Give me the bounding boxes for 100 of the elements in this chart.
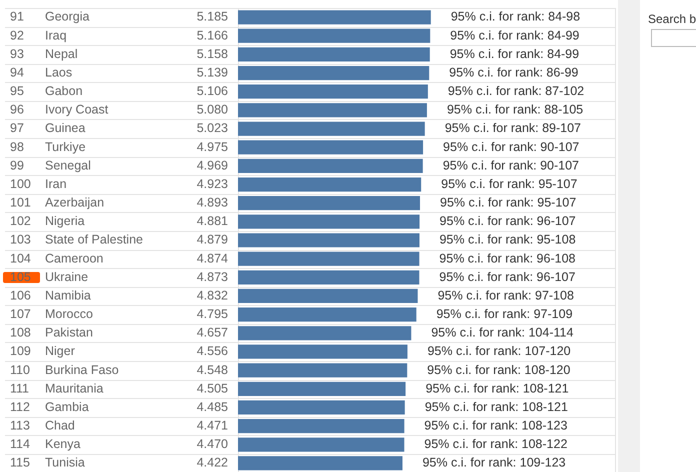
bar [238, 28, 430, 43]
data-label: 4.879 [196, 232, 228, 247]
y-tick-label: Georgia [45, 10, 90, 24]
y-tick-label: Guinea [45, 121, 86, 136]
text: 94 [10, 65, 24, 80]
y-tick-label: Cameroon [45, 251, 104, 266]
annotation: 95% c.i. for rank: 108-122 [424, 437, 568, 452]
bar [238, 308, 416, 322]
bar [238, 438, 404, 452]
bar [238, 84, 428, 99]
text: 110 [10, 362, 30, 377]
bar [238, 103, 427, 118]
bar [238, 214, 420, 229]
annotation: 95% c.i. for rank: 107-120 [427, 344, 571, 358]
text: 95% c.i. for rank: 86-99 [449, 65, 578, 80]
y-tick-label: Gabon [45, 84, 83, 98]
data-label: 4.556 [196, 344, 228, 358]
y-tick-label: Tunisia [45, 456, 85, 470]
text: 93 [10, 46, 24, 61]
y-tick-label: Gambia [45, 400, 89, 414]
text: 95% c.i. for rank: 95-107 [441, 176, 578, 191]
data-label: 5.185 [196, 10, 228, 24]
y-tick-label: Senegal [45, 158, 91, 172]
data-label: 4.485 [196, 400, 228, 414]
bar [238, 382, 406, 396]
bar [238, 158, 423, 173]
data-label: 4.795 [196, 307, 228, 322]
bar [238, 140, 424, 154]
bar [238, 177, 422, 192]
text: 101 [10, 196, 31, 210]
y-tick-label: Morocco [45, 307, 93, 322]
text: 95% c.i. for rank: 96-107 [440, 214, 576, 228]
data-label: 5.080 [196, 102, 228, 117]
data-label: 4.893 [196, 196, 228, 210]
data-label: 4.873 [196, 270, 228, 284]
y-tick-label: Kenya [45, 437, 80, 452]
annotation: 95% c.i. for rank: 108-120 [427, 362, 570, 377]
text: 95% c.i. for rank: 96-108 [439, 251, 576, 266]
y-tick-label: Laos [45, 65, 72, 80]
y-tick-label: Pakistan [45, 326, 93, 340]
text: 95% c.i. for rank: 84-98 [450, 10, 580, 24]
text: 112 [10, 400, 30, 414]
y-tick-label: Mauritania [45, 381, 104, 396]
annotation: 95% c.i. for rank: 108-123 [424, 418, 568, 433]
text: 99 [10, 158, 24, 172]
text: 95% c.i. for rank: 89-107 [444, 121, 582, 136]
text: 95% c.i. for rank: 84-99 [450, 28, 580, 42]
text: 95 [10, 84, 24, 98]
data-label: 4.832 [196, 288, 228, 302]
data-label: 4.470 [196, 437, 228, 452]
text: 95% c.i. for rank: 84-99 [450, 46, 580, 61]
text: 95% c.i. for rank: 90-107 [442, 158, 580, 172]
text: 95% c.i. for rank: 87-102 [448, 84, 584, 98]
data-label: 4.548 [196, 362, 228, 377]
text: 91 [10, 10, 24, 24]
data-label: 5.158 [196, 46, 228, 61]
data-label: 5.023 [196, 121, 228, 136]
data-label: 4.969 [196, 158, 228, 172]
data-label: 5.139 [196, 65, 228, 80]
y-tick-label: Ukraine [45, 270, 88, 284]
bar [238, 456, 402, 470]
y-tick-label: Niger [45, 344, 75, 358]
text: 111 [10, 381, 30, 396]
text: 95% c.i. for rank: 95-107 [440, 196, 576, 210]
annotation: 95% c.i. for rank: 108-121 [424, 400, 568, 414]
text: 115 [10, 456, 30, 470]
bar [238, 288, 418, 304]
text: 96 [10, 102, 24, 117]
annotation: 95% c.i. for rank: 108-121 [426, 381, 569, 396]
bar [238, 47, 430, 62]
bar [238, 363, 408, 378]
y-tick-label: Burkina Faso [45, 362, 119, 377]
y-tick-label: Ivory Coast [45, 102, 109, 117]
y-tick-label: Azerbaijan [45, 196, 104, 210]
data-label: 4.505 [196, 381, 228, 396]
y-tick-label: Iran [45, 176, 67, 191]
bar [238, 10, 431, 24]
y-tick-label: State of Palestine [45, 232, 144, 247]
bar [238, 400, 405, 415]
y-tick-label: Chad [45, 418, 75, 433]
text: 105 [10, 270, 31, 284]
y-tick-label: Turkiye [45, 140, 86, 154]
text: 95% c.i. for rank: 90-107 [443, 140, 580, 154]
data-label: 4.923 [196, 176, 228, 191]
text: 106 [10, 288, 31, 302]
bar [238, 233, 420, 248]
text: 95% c.i. for rank: 104-114 [431, 326, 574, 340]
bar [238, 326, 412, 340]
y-tick-label: Nepal [45, 46, 78, 61]
bar [238, 252, 420, 266]
bar [238, 122, 425, 136]
text: 102 [10, 214, 31, 228]
text: 98 [10, 140, 24, 154]
text: 95% c.i. for rank: 97-109 [436, 307, 573, 322]
bar [238, 418, 404, 434]
text: 95% c.i. for rank: 96-107 [439, 270, 576, 284]
y-tick-label: Namibia [45, 288, 91, 302]
text: 103 [10, 232, 31, 247]
text: Search b [648, 12, 696, 26]
text: 92 [10, 28, 24, 42]
